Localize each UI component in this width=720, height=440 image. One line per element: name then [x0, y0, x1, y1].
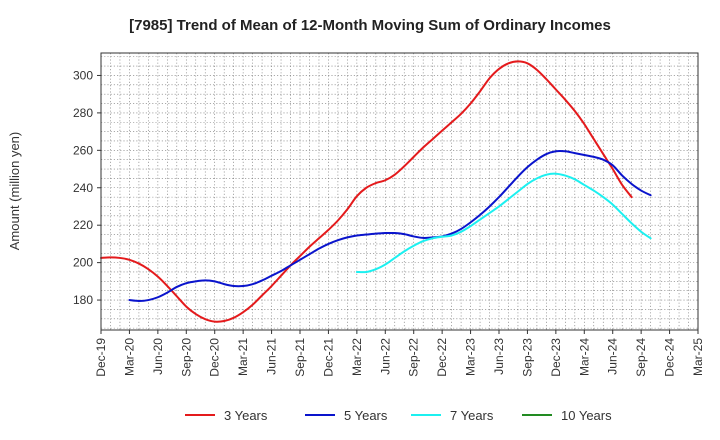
- x-tick-label: Sep-22: [407, 338, 421, 377]
- chart-title: [7985] Trend of Mean of 12-Month Moving …: [129, 17, 611, 34]
- y-tick-label: 180: [73, 293, 93, 307]
- y-tick-label: 220: [73, 218, 93, 232]
- x-tick-label: Dec-22: [435, 338, 449, 377]
- x-tick-label: Mar-24: [577, 338, 591, 376]
- x-tick-label: Mar-20: [122, 338, 136, 376]
- y-tick-label: 280: [73, 106, 93, 120]
- x-tick-label: Dec-23: [549, 338, 563, 377]
- series-lines: [100, 60, 652, 323]
- legend: 3 Years 5 Years 7 Years 10 Years: [185, 408, 612, 423]
- x-tick-label: Jun-23: [492, 338, 506, 375]
- legend-label: 10 Years: [561, 408, 612, 423]
- x-tick-label: Jun-20: [151, 338, 165, 375]
- x-axis-ticks: Dec-19 Mar-20 Jun-20 Sep-20 Dec-20 Mar-21 Jun-…: [94, 330, 705, 377]
- x-tick-label: Mar-21: [236, 338, 250, 376]
- x-tick-label: Dec-21: [321, 338, 335, 377]
- y-tick-label: 240: [73, 181, 93, 195]
- legend-label: 3 Years: [224, 408, 268, 423]
- x-tick-label: Jun-21: [265, 338, 279, 375]
- series-line-7-years: [355, 172, 652, 274]
- series-line-5-years: [128, 149, 652, 302]
- x-tick-label: Sep-21: [293, 338, 307, 377]
- y-tick-label: 200: [73, 256, 93, 270]
- series-line-3-years: [100, 60, 633, 323]
- x-tick-label: Jun-22: [378, 338, 392, 375]
- x-tick-label: Mar-23: [464, 338, 478, 376]
- y-axis-label: Amount (million yen): [7, 132, 22, 251]
- x-tick-label: Sep-20: [179, 338, 193, 377]
- x-tick-label: Mar-25: [691, 338, 705, 376]
- x-tick-label: Dec-24: [663, 338, 677, 377]
- y-axis-ticks: 180 200 220 240 260 280 300: [73, 68, 101, 307]
- legend-label: 5 Years: [344, 408, 388, 423]
- y-tick-label: 300: [73, 68, 93, 82]
- x-tick-label: Mar-22: [350, 338, 364, 376]
- x-tick-label: Jun-24: [606, 338, 620, 375]
- x-tick-label: Dec-19: [94, 338, 108, 377]
- x-tick-label: Sep-23: [520, 338, 534, 377]
- grid: [101, 53, 698, 330]
- y-tick-label: 260: [73, 143, 93, 157]
- x-tick-label: Sep-24: [634, 338, 648, 377]
- legend-label: 7 Years: [450, 408, 494, 423]
- x-tick-label: Dec-20: [208, 338, 222, 377]
- plot-frame: [100, 52, 699, 331]
